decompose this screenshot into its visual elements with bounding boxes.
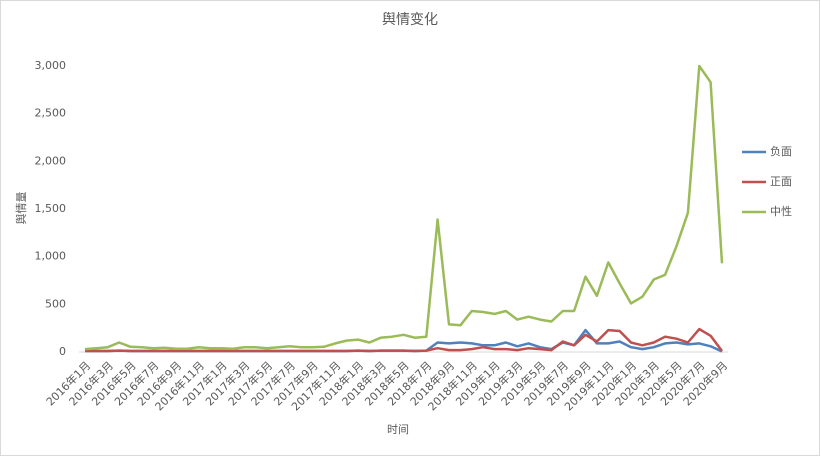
chart-title: 舆情变化: [382, 12, 438, 28]
y-tick-label: 2,000: [35, 154, 67, 167]
legend-label: 中性: [770, 204, 792, 218]
legend-label: 正面: [770, 175, 792, 188]
line-series: [85, 327, 723, 353]
y-tick-label: 1,000: [35, 250, 67, 263]
y-tick-label: 0: [59, 345, 66, 358]
line-series: [84, 64, 724, 351]
y-tick-label: 3,000: [35, 59, 67, 72]
y-tick-label: 2,500: [35, 107, 67, 120]
legend-label: 负面: [770, 144, 792, 158]
y-tick-label: 500: [45, 297, 66, 310]
x-axis-label: 时间: [387, 423, 409, 436]
y-tick-label: 1,500: [35, 202, 67, 215]
y-axis-label: 舆情量: [14, 192, 28, 225]
